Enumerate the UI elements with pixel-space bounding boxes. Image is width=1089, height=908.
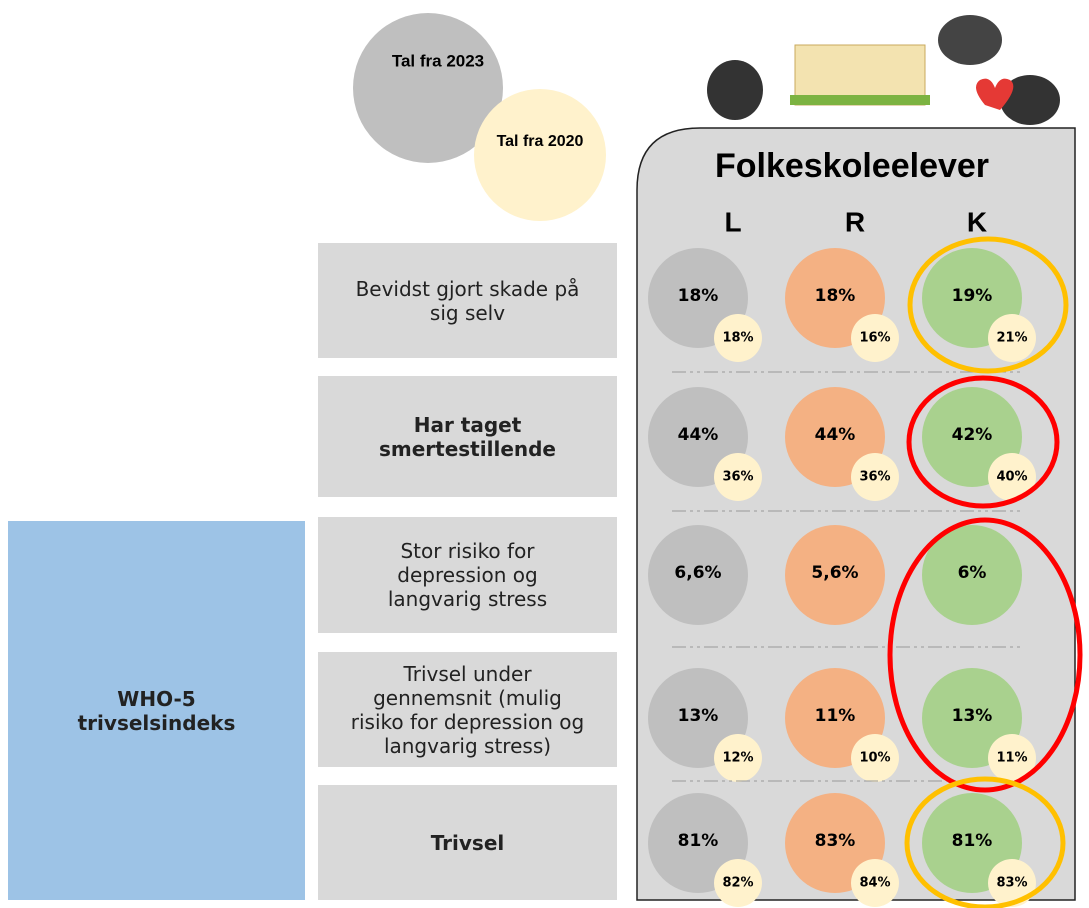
previous-value: 83%: [996, 876, 1027, 891]
previous-value: 21%: [996, 331, 1027, 346]
previous-circle: [714, 453, 762, 501]
previous-value: 16%: [859, 331, 890, 346]
current-value: 13%: [678, 706, 719, 726]
previous-circle: [988, 453, 1036, 501]
highlight: [887, 517, 1083, 793]
legend-previous-circle: [474, 89, 606, 221]
current-value: 18%: [815, 286, 856, 306]
previous-circle: [851, 453, 899, 501]
column-header: L: [724, 206, 741, 237]
current-value: 11%: [815, 706, 856, 726]
row-label: Har taget smertestillende: [318, 376, 617, 497]
current-circle: [922, 525, 1022, 625]
cap-icon: [1000, 75, 1060, 125]
current-value: 81%: [678, 831, 719, 851]
column-header: R: [845, 206, 865, 237]
panel-title: Folkeskoleelever: [715, 147, 989, 185]
previous-value: 11%: [996, 751, 1027, 766]
current-value: 6%: [958, 563, 987, 583]
previous-value: 36%: [722, 470, 753, 485]
previous-value: 82%: [722, 876, 753, 891]
legend-previous-wrap: Tal fra 2020: [496, 133, 584, 150]
previous-circle: [851, 734, 899, 782]
cells: L R K 18% 18% 18% 16% 19% 21% 44% 36% 44% 36% 42% 40% 6…: [648, 206, 1036, 907]
previous-circle: [988, 314, 1036, 362]
highlight: [904, 776, 1066, 908]
current-value: 6,6%: [674, 563, 721, 583]
cap-icon: [938, 15, 1002, 65]
current-value: 44%: [815, 425, 856, 445]
current-circle: [785, 525, 885, 625]
previous-value: 84%: [859, 876, 890, 891]
previous-circle: [851, 859, 899, 907]
current-circle: [648, 525, 748, 625]
current-value: 83%: [815, 831, 856, 851]
legend-previous: Tal fra 2020: [496, 133, 584, 150]
previous-value: 10%: [859, 751, 890, 766]
previous-circle: [988, 734, 1036, 782]
legend-current-circle: [353, 13, 503, 163]
previous-circle: [714, 734, 762, 782]
previous-circle: [714, 314, 762, 362]
current-value: 44%: [678, 425, 719, 445]
group-label: WHO-5 trivselsindeks: [8, 521, 305, 900]
row-label: Bevidst gjort skade på sig selv: [318, 243, 617, 358]
current-value: 19%: [952, 286, 993, 306]
previous-value: 12%: [722, 751, 753, 766]
previous-value: 40%: [996, 470, 1027, 485]
previous-value: 18%: [722, 331, 753, 346]
legend-current: Tal fra 2023: [392, 51, 484, 70]
previous-circle: [988, 859, 1036, 907]
heart-icon: [976, 78, 1014, 110]
current-value: 13%: [952, 706, 993, 726]
previous-circle: [851, 314, 899, 362]
current-value: 18%: [678, 286, 719, 306]
current-value: 42%: [952, 425, 993, 445]
previous-circle: [714, 859, 762, 907]
highlight: [906, 375, 1060, 509]
row-label: Trivsel: [318, 785, 617, 900]
current-value: 5,6%: [811, 563, 858, 583]
previous-value: 36%: [859, 470, 890, 485]
school-grass: [790, 95, 930, 105]
column-header: K: [967, 206, 987, 237]
row-label: Trivsel under gennemsnit (mulig risiko f…: [318, 652, 617, 767]
cap-icon: [707, 60, 763, 120]
current-value: 81%: [952, 831, 993, 851]
row-label: Stor risiko for depression og langvarig …: [318, 517, 617, 633]
highlight: [907, 236, 1069, 374]
